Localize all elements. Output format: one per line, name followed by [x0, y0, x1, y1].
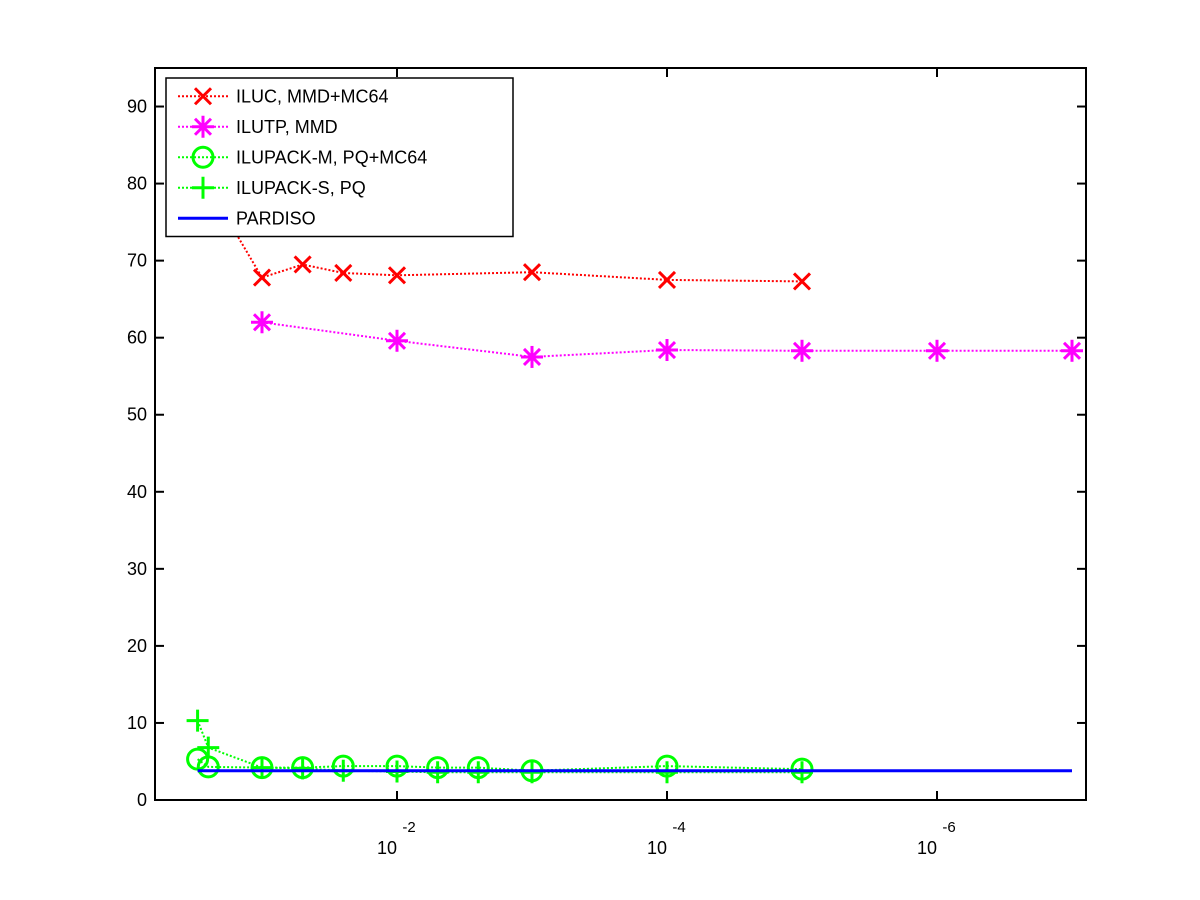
x-tick-label-base: 10: [647, 838, 667, 858]
data-point-marker: [467, 761, 490, 784]
series-ilupack-m-pq-mc64: [186, 747, 814, 783]
data-point-marker: [387, 266, 407, 285]
legend-marker: [192, 115, 214, 138]
data-point-marker: [791, 761, 813, 784]
data-point-marker: [334, 263, 353, 283]
y-tick-label: 20: [127, 636, 147, 656]
y-tick-label: 30: [127, 559, 147, 579]
y-tick-label: 0: [137, 790, 147, 810]
legend: ILUC, MMD+MC64 ILUTP, MMD ILUPACK-M, PQ+MC…: [165, 77, 514, 238]
legend-marker: [191, 145, 215, 169]
y-tick-label: 60: [127, 328, 147, 348]
data-point-marker: [656, 761, 678, 784]
data-point-marker: [252, 268, 272, 287]
data-point-marker: [426, 761, 449, 784]
x-tick-label-exponent: -6: [942, 819, 955, 836]
data-point-marker: [791, 339, 813, 362]
legend-entry: ILUTP, MMD: [178, 115, 338, 138]
data-point-marker: [291, 757, 314, 780]
plot-axes: 0 10 20 30 40 50 60 70 80 90 10 -2 10 -4 10 -6: [127, 67, 1087, 858]
data-point-marker: [657, 270, 677, 289]
legend-entry: ILUC, MMD+MC64: [178, 86, 389, 106]
data-point-marker: [251, 756, 273, 779]
legend-label: ILUC, MMD+MC64: [236, 86, 389, 106]
data-point-marker: [1061, 339, 1083, 362]
data-point-marker: [521, 345, 543, 368]
series-line: [196, 720, 802, 774]
y-tick-label: 70: [127, 251, 147, 271]
legend-marker: [193, 87, 213, 106]
legend-entry: PARDISO: [178, 208, 316, 228]
x-tick-label-exponent: -2: [402, 819, 415, 836]
legend-entry: ILUPACK-M, PQ+MC64: [178, 145, 427, 169]
data-point-marker: [386, 329, 408, 352]
y-tick-label: 90: [127, 97, 147, 117]
x-tick-label-exponent: -4: [672, 819, 685, 836]
series-line: [196, 167, 803, 283]
series-ilupack-s-pq: [186, 709, 813, 784]
data-point-marker: [293, 255, 312, 274]
x-tick-label-base: 10: [917, 838, 937, 858]
data-point-marker: [186, 709, 209, 732]
data-point-marker: [926, 339, 948, 362]
plot-series: [186, 159, 1083, 784]
y-tick-label: 80: [127, 174, 147, 194]
data-point-marker: [792, 272, 812, 291]
legend-marker: [192, 176, 214, 199]
x-tick-label-base: 10: [377, 838, 397, 858]
data-point-marker: [522, 263, 542, 282]
series-iluc-mmd-mc64: [188, 159, 812, 291]
legend-label: PARDISO: [236, 208, 316, 228]
legend-label: ILUTP, MMD: [236, 117, 338, 137]
data-point-marker: [197, 736, 220, 759]
data-point-marker: [251, 311, 273, 334]
y-tick-label: 10: [127, 713, 147, 733]
data-point-marker: [656, 339, 678, 362]
y-tick-label: 40: [127, 482, 147, 502]
series-ilutp-mmd: [251, 311, 1083, 368]
data-point-marker: [521, 761, 543, 784]
y-tick-label: 50: [127, 405, 147, 425]
legend-entry: ILUPACK-S, PQ: [178, 176, 366, 199]
legend-label: ILUPACK-M, PQ+MC64: [236, 147, 427, 167]
legend-label: ILUPACK-S, PQ: [236, 178, 366, 198]
plot-frame: [154, 67, 1087, 801]
